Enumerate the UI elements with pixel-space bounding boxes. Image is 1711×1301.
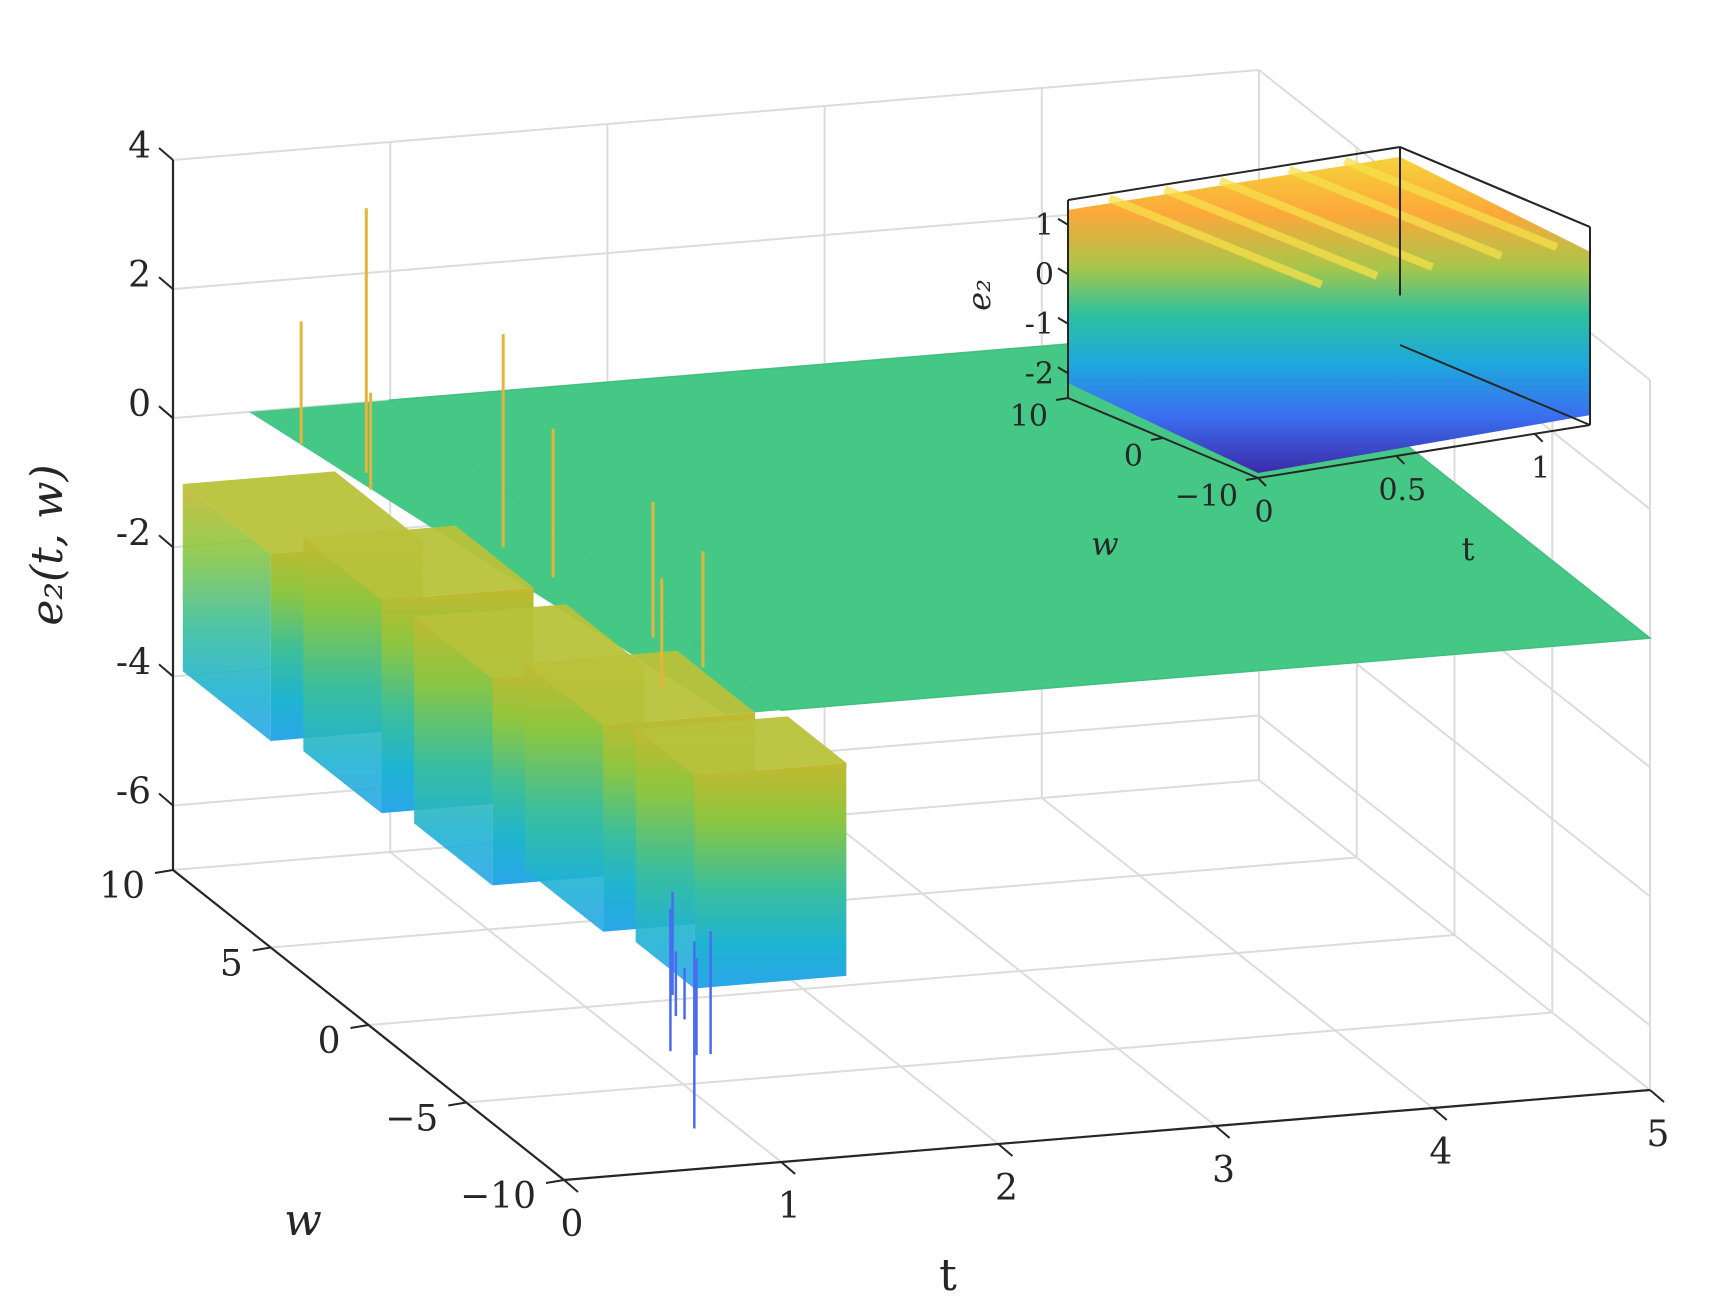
inset-ridge [1218, 176, 1434, 271]
w-tick-label: 10 [99, 866, 145, 907]
inset-ridge [1287, 165, 1503, 260]
inset-t-tick [1395, 455, 1406, 465]
inset-z-tick [1057, 267, 1069, 276]
inset-w-tick-label: 0 [1124, 439, 1143, 474]
ridge-top [524, 650, 756, 726]
inset-ridge [1107, 194, 1324, 289]
z-axis-label: e₂(t, w) [22, 464, 73, 625]
ridge-top [635, 716, 847, 776]
inset-z-tick [1057, 217, 1069, 226]
ridge-top [182, 471, 423, 554]
grid-line [368, 934, 1455, 1026]
z-tick [158, 534, 174, 549]
w-tick [448, 1101, 467, 1107]
grid-line [466, 1011, 1553, 1104]
w-tick-label: 5 [220, 944, 243, 985]
inset-w-tick-label: 10 [1010, 399, 1048, 434]
w-tick-label: −5 [385, 1099, 438, 1140]
t-axis-label: t [939, 1250, 957, 1301]
w-axis-label: w [284, 1195, 322, 1246]
inset-box-edge [1399, 146, 1591, 228]
w-tick [252, 946, 271, 952]
ridge-side [182, 484, 271, 741]
grid-line [1258, 714, 1651, 1027]
inset-z-tick-label: -2 [1025, 356, 1054, 391]
t-tick [997, 1143, 1014, 1157]
inset-surface [1068, 156, 1590, 474]
z-tick [158, 663, 174, 678]
inset-box-edge [1067, 146, 1401, 201]
inset-t-tick [1533, 433, 1544, 443]
w-tick [154, 869, 174, 874]
inset-w-tick-label: −10 [1175, 479, 1238, 514]
z-tick [158, 276, 174, 290]
grid-line [172, 69, 1260, 161]
t-tick-label: 4 [1429, 1132, 1452, 1173]
w-tick-label: −10 [460, 1176, 536, 1217]
inset-z-tick [1057, 316, 1069, 325]
inset-t-tick-label: 0 [1254, 495, 1273, 530]
inset-z-tick-label: -1 [1025, 307, 1054, 342]
t-tick [1432, 1107, 1448, 1121]
inset-box-edge [1399, 344, 1591, 426]
inset-z-tick [1057, 366, 1069, 375]
z-tick-label: 2 [128, 255, 151, 296]
ridge-front [694, 762, 847, 989]
inset-ridge [1343, 157, 1559, 251]
inset-w-label: w [1091, 525, 1118, 563]
z-tick-label: -4 [116, 642, 151, 683]
ridge-side [303, 538, 382, 814]
t-tick-label: 0 [561, 1204, 584, 1245]
t-axis-line [563, 1088, 1651, 1182]
inset-t-label: t [1462, 530, 1475, 568]
ridge-side [414, 616, 493, 886]
w-tick [350, 1024, 369, 1029]
t-tick-label: 1 [778, 1186, 801, 1227]
steady-state-sheet [249, 400, 782, 715]
z-tick-label: 0 [128, 384, 151, 425]
ridge-side [524, 663, 604, 932]
inset-t-tick-label: 0.5 [1378, 473, 1426, 508]
inset-w-tick [1150, 437, 1164, 441]
t-tick-label: 5 [1647, 1114, 1670, 1155]
inset-ridge [1163, 185, 1379, 280]
z-tick-label: -2 [116, 513, 151, 554]
w-tick-label: 0 [318, 1021, 341, 1062]
t-tick [1649, 1089, 1665, 1103]
w-tick [545, 1179, 565, 1184]
z-tick [158, 792, 174, 807]
t-tick [563, 1179, 579, 1193]
inset-z-tick-label: 0 [1035, 257, 1054, 292]
z-tick-label: 4 [128, 126, 151, 167]
z-tick [158, 147, 174, 161]
t-tick-label: 3 [1212, 1150, 1235, 1191]
t-tick [1214, 1125, 1231, 1139]
inset-t-tick [1257, 477, 1267, 487]
z-tick [158, 405, 174, 419]
inset-w-tick [1245, 477, 1259, 481]
t-tick [780, 1161, 796, 1175]
inset-z-label: e₂ [960, 279, 998, 311]
z-tick-label: -6 [116, 771, 151, 812]
ridge-side [635, 728, 695, 989]
inset-t-tick-label: 1 [1531, 451, 1550, 486]
inset-w-tick [1055, 397, 1069, 401]
ridge-top [303, 525, 534, 601]
t-tick-label: 2 [995, 1168, 1018, 1209]
inset-z-tick-label: 1 [1035, 208, 1054, 243]
